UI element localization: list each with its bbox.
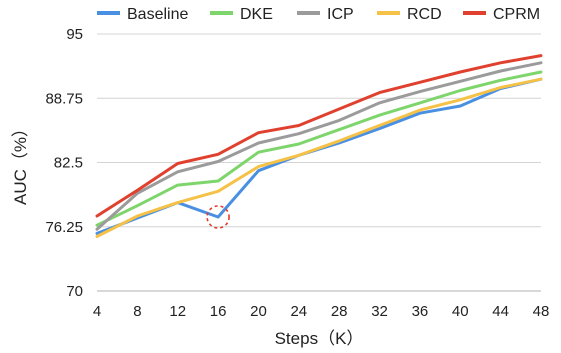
legend-label-cprm: CPRM: [493, 6, 540, 23]
legend-label-dke: DKE: [240, 6, 273, 23]
y-tick-label-1: 76.25: [45, 219, 83, 236]
x-tick-labels: 4 8 12 16 20 24 28 32 36 40 44 48: [93, 303, 550, 320]
legend-item-icp: ICP: [297, 6, 354, 23]
x-tick-label-6: 28: [331, 303, 348, 320]
y-tick-label-2: 82.5: [54, 155, 83, 172]
x-tick-label-7: 32: [371, 303, 388, 320]
annotations: [206, 205, 230, 229]
x-tick-label-0: 4: [93, 303, 101, 320]
x-tick-label-11: 48: [533, 303, 550, 320]
highlight-circle-0: [206, 205, 230, 229]
series-line-icp: [95, 61, 543, 231]
legend-label-baseline: Baseline: [127, 6, 188, 23]
series-lines: [95, 54, 543, 238]
x-tick-label-5: 24: [290, 303, 307, 320]
legend-label-rcd: RCD: [407, 6, 442, 23]
series-line-cprm: [95, 54, 543, 218]
x-tick-label-9: 40: [452, 303, 469, 320]
x-tick-label-8: 36: [412, 303, 429, 320]
legend: Baseline DKE ICP RCD CPRM: [97, 6, 540, 23]
x-tick-label-1: 8: [133, 303, 141, 320]
legend-item-dke: DKE: [210, 6, 273, 23]
x-tick-label-4: 20: [250, 303, 267, 320]
legend-label-icp: ICP: [327, 6, 354, 23]
x-tick-label-10: 44: [492, 303, 509, 320]
legend-item-rcd: RCD: [377, 6, 442, 23]
y-axis-label: AUC（%）: [11, 120, 30, 205]
series-line-baseline: [95, 77, 543, 235]
grid-lines: [97, 33, 541, 228]
y-tick-label-3: 88.75: [45, 90, 83, 107]
y-tick-label-0: 70: [66, 283, 83, 300]
series-line-dke: [95, 70, 543, 227]
y-tick-label-4: 95: [66, 26, 83, 43]
series-line-rcd: [95, 77, 543, 238]
y-tick-labels: 70 76.25 82.5 88.75 95: [45, 26, 83, 300]
x-axis-label: Steps（K）: [275, 329, 364, 348]
x-tick-label-3: 16: [210, 303, 227, 320]
legend-item-cprm: CPRM: [463, 6, 540, 23]
legend-item-baseline: Baseline: [97, 6, 188, 23]
x-tick-label-2: 12: [169, 303, 186, 320]
